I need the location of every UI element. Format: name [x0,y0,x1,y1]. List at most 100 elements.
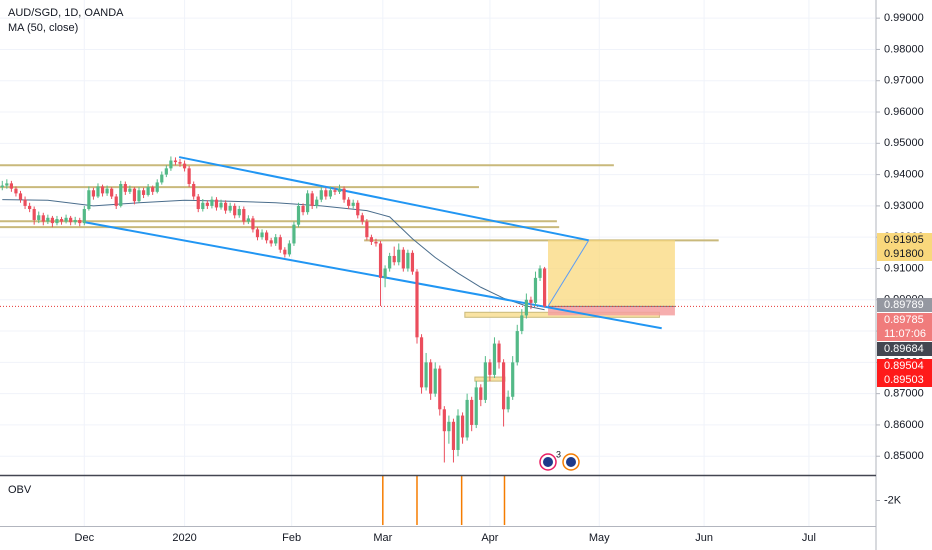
y-tick-label: 0.86000 [884,419,924,431]
event-flag [566,457,576,467]
candle-body [356,202,360,216]
price-label: 0.89684 [884,343,924,355]
candle-body [383,268,387,278]
event-icons[interactable]: 3 [539,449,580,471]
candle-body [265,232,269,241]
candle-body [137,190,141,202]
price-label: 0.91905 [884,234,924,246]
candle-body [460,415,465,438]
candle-body [419,337,424,388]
candle-body [292,224,296,244]
candle-body [178,162,182,164]
candle-body [196,196,200,210]
price-label: 11:07:06 [884,328,926,340]
candle-body [470,399,474,425]
candle-body [87,190,91,210]
candle-body [100,186,105,194]
y-tick-label: 0.95000 [884,137,924,149]
candle-body [529,299,533,303]
candle-body [269,240,273,244]
obv-y-tick-label: -2K [884,494,902,506]
price-label-box [877,247,932,261]
candle-body [151,187,155,192]
y-tick-label: 0.85000 [884,450,924,462]
candle-body [155,182,159,192]
candle-body [59,219,64,222]
candle-body [37,215,41,220]
candle-body [479,387,483,400]
candle-body [324,190,328,197]
candle-body [242,209,246,222]
candle-body [82,209,86,224]
chart-title: AUD/SGD, 1D, OANDA [8,7,124,19]
candle-body [32,209,36,220]
candle-body [105,188,109,194]
candle-body [497,343,501,363]
candle-body [506,396,510,410]
candle-body [96,186,100,197]
candle-body [146,187,150,195]
price-label: 0.89789 [884,299,924,311]
position-path [547,239,590,307]
candle-body [64,217,68,222]
price-label: 0.89785 [884,314,924,326]
price-label: 0.89504 [884,360,924,372]
candle-body [511,362,515,397]
candle-body [488,362,492,375]
x-tick-label: Feb [282,532,301,544]
candle-body [337,188,342,192]
candle-body [50,217,55,224]
y-tick-label: 0.97000 [884,75,924,87]
candle-body [219,202,223,208]
candle-body [433,368,437,394]
candle-body [228,205,232,211]
candle-body [451,421,456,450]
candle-body [306,193,310,213]
candle-body [442,409,446,432]
candle-body [73,219,77,223]
price-label-box [877,373,932,387]
candle-body [160,174,164,183]
candle-body [365,221,369,238]
candle-body [69,217,73,223]
candle-body [410,252,415,272]
candle-body [0,185,4,188]
candle-body [319,190,323,200]
candle-body [388,255,392,269]
ma-line [2,199,545,311]
candle-body [415,271,419,338]
candle-body [369,237,374,242]
candle-body [141,190,146,195]
candle-body [429,362,433,394]
candle-body [18,193,23,200]
candle-body [132,188,137,202]
x-tick-label: Apr [481,532,498,544]
candle-body [201,202,205,210]
candle-body [46,217,50,222]
price-label-box [877,233,932,247]
candle-body [173,160,178,163]
x-tick-label: Dec [75,532,95,544]
candle-body [315,199,319,206]
y-tick-label: 0.87000 [884,388,924,400]
candle-body [351,202,355,206]
price-label: 0.91800 [884,248,924,260]
candle-body [533,277,538,303]
candle-body [23,199,27,206]
y-tick-label: 0.96000 [884,106,924,118]
candle-body [424,362,428,388]
candle-body [233,205,237,216]
candle-body [128,188,132,192]
candle-body [278,237,282,250]
candle-body [401,249,405,269]
candle-body [114,196,118,206]
candle-body [41,215,45,222]
candle-body [192,183,196,197]
candle-body [237,209,241,216]
candle-body [447,421,451,432]
candle-body [283,249,287,255]
y-tick-label: 0.98000 [884,43,924,55]
candle-body [9,183,13,189]
indicator-label: MA (50, close) [8,22,78,34]
